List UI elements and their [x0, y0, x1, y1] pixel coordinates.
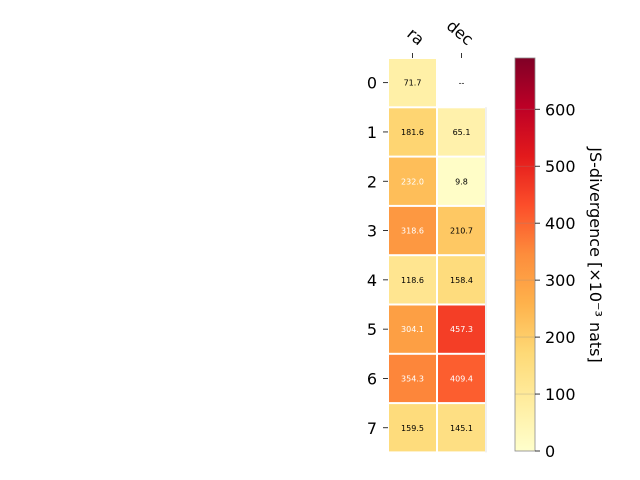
- heatmap-cell-6-ra: [389, 354, 436, 403]
- row-tick-labels: 0 1 2 3 4 5 6 7: [367, 74, 388, 438]
- cell-label-3-dec: 210.7: [450, 227, 473, 236]
- row-label-5: 5: [367, 320, 377, 339]
- heatmap-cell-7-dec: [438, 404, 485, 452]
- cell-label-0-ra: 71.7: [404, 79, 422, 88]
- row-label-6: 6: [367, 369, 377, 388]
- cell-label-3-ra: 318.6: [401, 227, 424, 236]
- heatmap-cell-7-ra: [389, 404, 436, 452]
- colorbar-tick-label-400: 400: [545, 214, 576, 233]
- heatmap-cell-2-dec: [438, 157, 485, 205]
- colorbar-tick-label-500: 500: [545, 157, 576, 176]
- heatmap-cell-3-ra: [389, 206, 436, 255]
- cell-label-4-ra: 118.6: [401, 276, 424, 285]
- cell-label-5-ra: 304.1: [401, 325, 424, 334]
- colorbar: [514, 57, 536, 452]
- colorbar-gradient: [514, 57, 536, 452]
- column-label-dec: dec: [443, 16, 477, 49]
- row-label-3: 3: [367, 222, 377, 241]
- column-label-ra: ra: [403, 24, 428, 49]
- colorbar-label: JS-divergence [×10⁻³ nats]: [586, 146, 605, 362]
- heatmap-cell-3-dec: [438, 206, 485, 255]
- row-label-7: 7: [367, 419, 377, 438]
- heatmap-cell-1-ra: [389, 108, 436, 156]
- heatmap-cell-0-dec: [438, 59, 485, 107]
- cell-label-2-ra: 232.0: [401, 177, 424, 186]
- row-label-4: 4: [367, 271, 377, 290]
- heatmap-cell-6-dec: [438, 354, 485, 403]
- heatmap-cell-0-ra: [389, 59, 436, 107]
- colorbar-ticks: 0 100 200 300 400 500 600: [515, 100, 576, 461]
- cell-label-1-dec: 65.1: [453, 128, 471, 137]
- cell-label-7-ra: 159.5: [401, 424, 424, 433]
- colorbar-tick-label-100: 100: [545, 385, 576, 404]
- cell-label-6-ra: 354.3: [401, 374, 424, 383]
- heatmap-cell-2-ra: [389, 157, 436, 205]
- cell-label-1-ra: 181.6: [401, 128, 424, 137]
- cell-label-7-dec: 145.1: [450, 424, 473, 433]
- heatmap-cell-4-dec: [438, 256, 485, 304]
- cell-label-2-dec: 9.8: [455, 177, 468, 186]
- column-tick-labels: ra dec: [403, 16, 477, 58]
- colorbar-tick-label-300: 300: [545, 271, 576, 290]
- heatmap-cell-5-ra: [389, 305, 436, 353]
- heatmap-cell-1-dec: [438, 108, 485, 156]
- row-label-1: 1: [367, 123, 377, 142]
- cell-label-6-dec: 409.4: [450, 374, 473, 383]
- row-label-0: 0: [367, 74, 377, 93]
- row-label-2: 2: [367, 172, 377, 191]
- heatmap-cell-4-ra: [389, 256, 436, 304]
- colorbar-tick-label-600: 600: [545, 100, 576, 119]
- heatmap-cells: 71.7 -- 181.6 65.1 232.0 9.8 318.6 210.7 118.6 15…: [389, 59, 487, 453]
- cell-label-0-dec: --: [459, 79, 465, 88]
- colorbar-tick-label-0: 0: [545, 442, 555, 461]
- cell-label-5-dec: 457.3: [450, 325, 473, 334]
- cell-label-4-dec: 158.4: [450, 276, 473, 285]
- heatmap-cell-5-dec: [438, 305, 485, 353]
- colorbar-tick-label-200: 200: [545, 328, 576, 347]
